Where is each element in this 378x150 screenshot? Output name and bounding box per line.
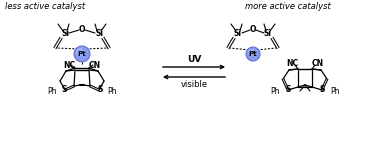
Text: Si: Si: [61, 30, 69, 39]
Text: more active catalyst: more active catalyst: [245, 2, 331, 11]
Text: S: S: [97, 85, 103, 94]
Text: NC: NC: [286, 60, 298, 69]
Text: NC: NC: [63, 60, 75, 69]
Text: O: O: [79, 26, 85, 34]
Circle shape: [246, 47, 260, 61]
Text: Ph: Ph: [107, 87, 116, 96]
Text: Ph: Ph: [271, 87, 280, 96]
Text: CN: CN: [312, 60, 324, 69]
Circle shape: [74, 46, 90, 62]
Text: Ph: Ph: [48, 87, 57, 96]
Circle shape: [248, 49, 255, 56]
Circle shape: [76, 48, 84, 56]
Text: CN: CN: [89, 60, 101, 69]
Text: Si: Si: [234, 30, 242, 39]
Text: Si: Si: [95, 30, 103, 39]
Text: Pt: Pt: [78, 51, 86, 57]
Text: less active catalyst: less active catalyst: [5, 2, 85, 11]
Text: O: O: [250, 26, 256, 34]
Text: S: S: [285, 84, 291, 93]
Text: UV: UV: [187, 55, 201, 64]
Text: Si: Si: [264, 30, 272, 39]
Text: Pt: Pt: [249, 51, 257, 57]
Text: S: S: [319, 84, 325, 93]
Text: S: S: [61, 85, 67, 94]
Text: visible: visible: [180, 80, 208, 89]
Text: Ph: Ph: [330, 87, 339, 96]
